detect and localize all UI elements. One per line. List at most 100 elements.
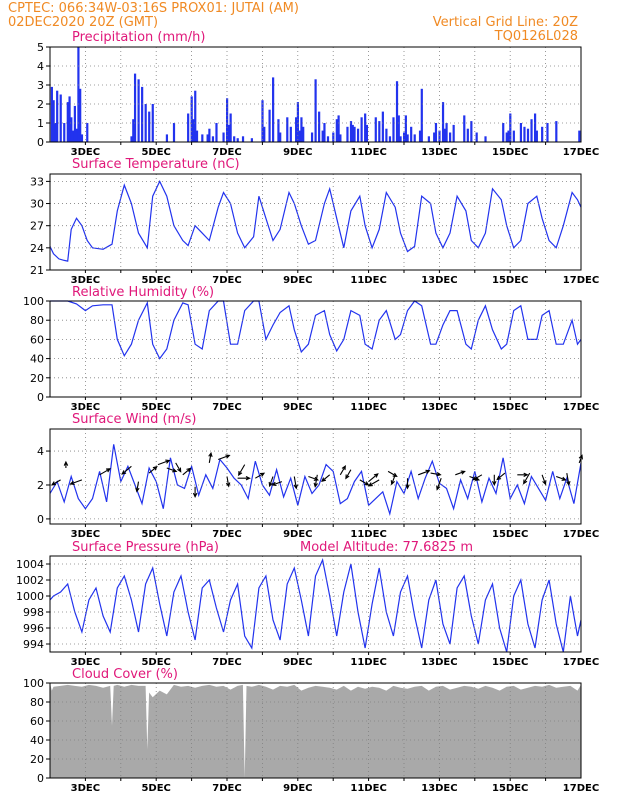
precip-bar bbox=[75, 128, 78, 142]
x-tick-label: 5DEC bbox=[141, 529, 170, 540]
wind-series-line bbox=[49, 444, 582, 517]
x-tick-label: 15DEC bbox=[492, 147, 528, 158]
y-tick-label: 30 bbox=[30, 198, 44, 211]
x-tick-label: 7DEC bbox=[212, 275, 241, 286]
precip-bar bbox=[70, 117, 73, 142]
x-tick-label: 3DEC bbox=[71, 147, 100, 158]
precip-bar bbox=[443, 128, 446, 142]
precip-bar bbox=[466, 128, 469, 142]
x-tick-label: 17DEC bbox=[563, 275, 599, 286]
precip-bar bbox=[365, 124, 369, 142]
y-tick-label: 0 bbox=[37, 772, 44, 785]
x-tick-label: 13DEC bbox=[421, 783, 457, 794]
panel-cloud: Cloud Cover (%) 0 20 40 60 80 100 3DEC 5DEC 7DEC… bbox=[23, 667, 599, 794]
wind-direction-arrow bbox=[293, 476, 298, 490]
x-tick-label: 3DEC bbox=[71, 275, 100, 286]
wind-direction-arrow bbox=[148, 465, 158, 474]
precip-bar bbox=[277, 119, 280, 142]
x-tick-label: 7DEC bbox=[212, 783, 241, 794]
y-tick-label: 27 bbox=[30, 220, 44, 233]
precip-bar bbox=[433, 132, 436, 142]
header-model-code: TQ0126L028 bbox=[494, 29, 578, 44]
x-tick-label: 13DEC bbox=[421, 275, 457, 286]
precip-bar bbox=[449, 132, 452, 142]
precip-bar bbox=[195, 130, 199, 142]
x-tick-label: 17DEC bbox=[563, 147, 599, 158]
precip-bar bbox=[59, 94, 62, 142]
y-tick-label: 60 bbox=[30, 715, 44, 728]
precip-bar bbox=[50, 86, 53, 142]
plot-frame bbox=[49, 300, 582, 398]
header-station: CPTEC: 066:34W-03:16S PROX01: JUTAI (AM) bbox=[8, 1, 299, 16]
precip-bar bbox=[418, 130, 422, 142]
precip-bar bbox=[349, 121, 353, 142]
precip-bar bbox=[484, 136, 487, 142]
precip-bar bbox=[351, 124, 354, 142]
precip-bar bbox=[79, 88, 82, 142]
y-tick-label: 994 bbox=[23, 638, 44, 651]
precip-bar bbox=[505, 132, 508, 142]
x-tick-label: 13DEC bbox=[421, 529, 457, 540]
x-tick-label: 13DEC bbox=[421, 657, 457, 668]
wind-direction-arrow bbox=[492, 474, 497, 487]
precip-bar bbox=[137, 79, 140, 142]
precip-bar bbox=[208, 128, 211, 142]
y-tick-label: 996 bbox=[23, 622, 44, 635]
wind-direction-arrow bbox=[50, 479, 61, 486]
precip-bar bbox=[374, 117, 377, 142]
x-tick-label: 9DEC bbox=[283, 529, 312, 540]
precip-bar bbox=[295, 117, 298, 142]
wind-direction-arrow bbox=[496, 472, 506, 481]
precip-bar bbox=[261, 100, 264, 142]
x-tick-label: 11DEC bbox=[350, 275, 386, 286]
wind-direction-arrow bbox=[99, 468, 112, 476]
wind-direction-arrow bbox=[192, 486, 198, 498]
precip-bar bbox=[332, 132, 335, 142]
x-tick-label: 3DEC bbox=[71, 529, 100, 540]
precip-bar bbox=[132, 119, 135, 142]
precip-bar bbox=[526, 128, 530, 142]
wind-direction-arrow bbox=[556, 475, 567, 481]
precip-bar bbox=[470, 121, 473, 142]
precip-bar bbox=[381, 111, 384, 142]
header-date: 02DEC2020 20Z (GMT) bbox=[8, 15, 158, 30]
precip-bar bbox=[73, 105, 76, 142]
y-tick-label: 100 bbox=[23, 677, 44, 690]
y-tick-label: 0 bbox=[37, 391, 44, 404]
y-tick-label: 33 bbox=[30, 175, 44, 188]
y-tick-label: 2 bbox=[37, 479, 44, 492]
precip-bar bbox=[302, 126, 305, 142]
x-tick-label: 7DEC bbox=[212, 529, 241, 540]
precip-bar bbox=[388, 136, 392, 142]
x-tick-label: 17DEC bbox=[563, 783, 599, 794]
x-tick-label: 17DEC bbox=[563, 402, 599, 413]
precip-bar bbox=[475, 132, 478, 142]
precip-bar bbox=[323, 123, 326, 142]
precip-bar bbox=[397, 115, 400, 142]
wind-direction-arrow bbox=[321, 474, 331, 483]
wind-direction-arrow bbox=[359, 479, 370, 486]
x-tick-label: 5DEC bbox=[141, 402, 170, 413]
wind-direction-arrow bbox=[238, 464, 246, 477]
precip-bar bbox=[272, 77, 275, 142]
precip-bar bbox=[222, 132, 225, 142]
precip-bar bbox=[399, 136, 402, 142]
precip-bar bbox=[410, 126, 413, 142]
pressure-series-line bbox=[49, 558, 582, 653]
precip-bar bbox=[346, 126, 349, 142]
precip-bar bbox=[233, 136, 236, 142]
precip-bar bbox=[52, 100, 55, 142]
precip-bar bbox=[296, 102, 299, 142]
x-tick-label: 5DEC bbox=[141, 657, 170, 668]
x-tick-label: 3DEC bbox=[71, 657, 100, 668]
x-tick-label: 9DEC bbox=[283, 783, 312, 794]
wind-direction-arrow bbox=[237, 476, 251, 481]
y-tick-label: 100 bbox=[23, 295, 44, 308]
plot-frame bbox=[49, 428, 582, 525]
wind-direction-arrow bbox=[517, 472, 529, 477]
wind-direction-arrow bbox=[121, 465, 132, 475]
x-tick-label: 5DEC bbox=[141, 783, 170, 794]
precip-bar bbox=[523, 126, 526, 142]
panel-humidity: Relative Humidity (%) 0 20 40 60 80 100 3DEC 5D… bbox=[23, 285, 599, 413]
precip-bar bbox=[356, 128, 360, 142]
